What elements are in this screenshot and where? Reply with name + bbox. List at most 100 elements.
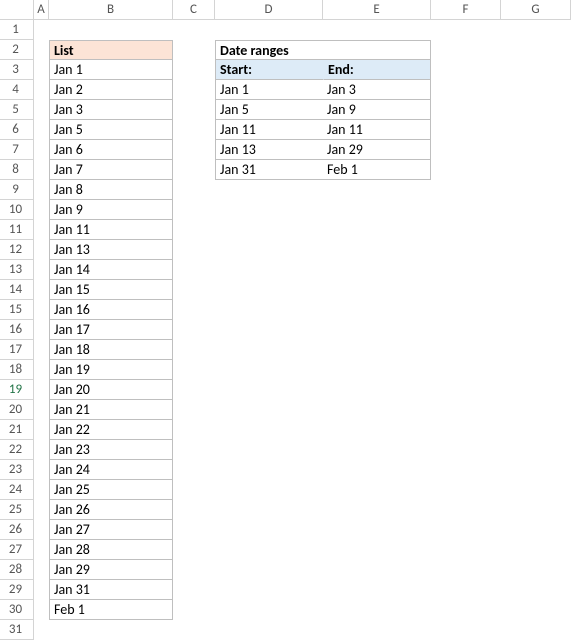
cell-C17[interactable] [173,340,215,360]
list-item[interactable]: Jan 6 [49,140,173,160]
cell-A15[interactable] [34,300,49,320]
cell-D18[interactable] [215,360,323,380]
cell-D26[interactable] [215,520,323,540]
row-header-4[interactable]: 4 [0,80,34,100]
cell-D17[interactable] [215,340,323,360]
cell-G29[interactable] [501,580,571,600]
row-header-1[interactable]: 1 [0,20,34,40]
cell-E20[interactable] [323,400,431,420]
cell-C26[interactable] [173,520,215,540]
row-header-15[interactable]: 15 [0,300,34,320]
cell-G4[interactable] [501,80,571,100]
cell-D30[interactable] [215,600,323,620]
list-item[interactable]: Jan 15 [49,280,173,300]
cell-E9[interactable] [323,180,431,200]
row-header-6[interactable]: 6 [0,120,34,140]
cell-B31[interactable] [49,620,173,640]
cell-A7[interactable] [34,140,49,160]
cell-E21[interactable] [323,420,431,440]
cell-C21[interactable] [173,420,215,440]
spreadsheet-grid[interactable]: ABCDEFG12ListDate ranges3Jan 1Start:End:… [0,0,572,640]
cell-A6[interactable] [34,120,49,140]
cell-E29[interactable] [323,580,431,600]
cell-F29[interactable] [431,580,501,600]
cell-D25[interactable] [215,500,323,520]
date-ranges-title-blank[interactable] [323,40,431,60]
cell-C4[interactable] [173,80,215,100]
cell-F7[interactable] [431,140,501,160]
cell-D13[interactable] [215,260,323,280]
cell-D1[interactable] [215,20,323,40]
col-header-C[interactable]: C [173,0,215,20]
cell-E23[interactable] [323,460,431,480]
cell-D21[interactable] [215,420,323,440]
row-header-26[interactable]: 26 [0,520,34,540]
cell-C10[interactable] [173,200,215,220]
cell-G22[interactable] [501,440,571,460]
cell-G3[interactable] [501,60,571,80]
cell-E15[interactable] [323,300,431,320]
row-header-11[interactable]: 11 [0,220,34,240]
date-range-end[interactable]: Jan 29 [323,140,431,160]
cell-D29[interactable] [215,580,323,600]
cell-E28[interactable] [323,560,431,580]
row-header-25[interactable]: 25 [0,500,34,520]
cell-G2[interactable] [501,40,571,60]
cell-G19[interactable] [501,380,571,400]
cell-F15[interactable] [431,300,501,320]
list-item[interactable]: Jan 16 [49,300,173,320]
cell-A5[interactable] [34,100,49,120]
select-all-corner[interactable] [0,0,34,20]
cell-G16[interactable] [501,320,571,340]
cell-F22[interactable] [431,440,501,460]
cell-E25[interactable] [323,500,431,520]
row-header-20[interactable]: 20 [0,400,34,420]
cell-F21[interactable] [431,420,501,440]
cell-A20[interactable] [34,400,49,420]
cell-E12[interactable] [323,240,431,260]
list-item[interactable]: Jan 1 [49,60,173,80]
cell-D14[interactable] [215,280,323,300]
cell-E27[interactable] [323,540,431,560]
row-header-12[interactable]: 12 [0,240,34,260]
cell-C6[interactable] [173,120,215,140]
list-item[interactable]: Jan 2 [49,80,173,100]
list-item[interactable]: Jan 28 [49,540,173,560]
cell-A26[interactable] [34,520,49,540]
cell-A13[interactable] [34,260,49,280]
cell-C15[interactable] [173,300,215,320]
cell-F9[interactable] [431,180,501,200]
cell-F1[interactable] [431,20,501,40]
cell-F2[interactable] [431,40,501,60]
list-item[interactable]: Feb 1 [49,600,173,620]
row-header-10[interactable]: 10 [0,200,34,220]
row-header-19[interactable]: 19 [0,380,34,400]
row-header-13[interactable]: 13 [0,260,34,280]
cell-A25[interactable] [34,500,49,520]
cell-F24[interactable] [431,480,501,500]
cell-A29[interactable] [34,580,49,600]
cell-C1[interactable] [173,20,215,40]
cell-A17[interactable] [34,340,49,360]
cell-C23[interactable] [173,460,215,480]
col-header-B[interactable]: B [49,0,173,20]
cell-G14[interactable] [501,280,571,300]
row-header-14[interactable]: 14 [0,280,34,300]
list-item[interactable]: Jan 5 [49,120,173,140]
row-header-9[interactable]: 9 [0,180,34,200]
cell-E19[interactable] [323,380,431,400]
cell-E24[interactable] [323,480,431,500]
cell-F16[interactable] [431,320,501,340]
row-header-21[interactable]: 21 [0,420,34,440]
row-header-16[interactable]: 16 [0,320,34,340]
cell-G21[interactable] [501,420,571,440]
cell-D10[interactable] [215,200,323,220]
cell-A11[interactable] [34,220,49,240]
cell-A28[interactable] [34,560,49,580]
cell-C27[interactable] [173,540,215,560]
row-header-18[interactable]: 18 [0,360,34,380]
list-item[interactable]: Jan 11 [49,220,173,240]
cell-D31[interactable] [215,620,323,640]
cell-E31[interactable] [323,620,431,640]
cell-A12[interactable] [34,240,49,260]
